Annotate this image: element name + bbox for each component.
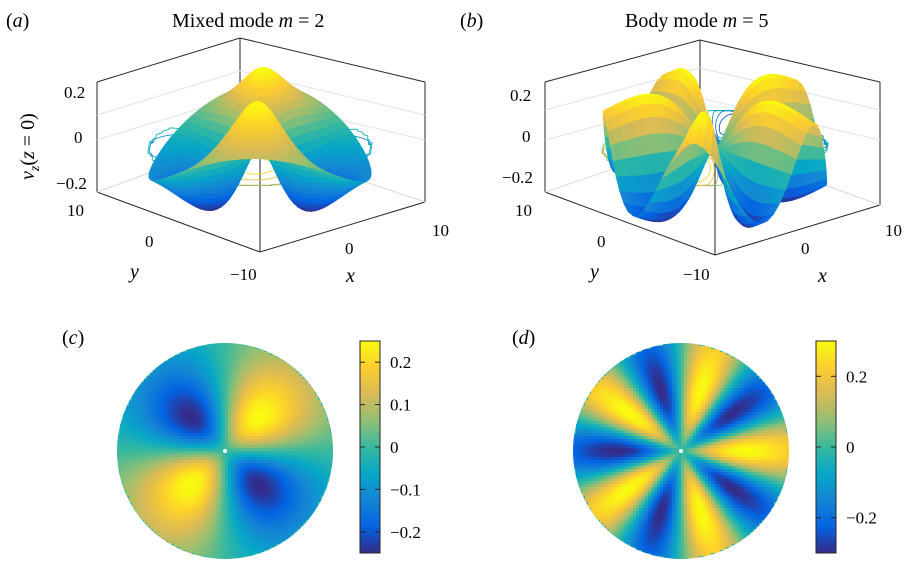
panel-a-xlabel: x	[345, 265, 355, 287]
surface-patch	[267, 155, 276, 161]
surface-patch	[249, 127, 256, 134]
panel-a-ylabel: y	[128, 261, 139, 283]
surface-patch	[800, 173, 806, 187]
surface-patch	[253, 154, 262, 160]
surface-patch	[247, 141, 255, 147]
surface-patch	[691, 129, 700, 134]
surface-patch	[255, 114, 261, 120]
panel-b-label: (b)	[460, 10, 483, 32]
surface-patch	[254, 123, 262, 129]
surface-patch	[253, 145, 262, 152]
surface-patch	[253, 150, 262, 156]
surface-patch	[800, 184, 806, 195]
panel-b-title: Body mode m = 5	[625, 10, 769, 32]
surface-patch	[254, 141, 262, 147]
surface-patch	[250, 118, 257, 125]
panel-a: (a) Mixed mode m = 2 0.2 0 −0.2 10 0 −10	[6, 10, 449, 287]
surface-patch	[791, 186, 798, 198]
panel-b-surface	[602, 68, 828, 228]
surface-patch	[813, 170, 819, 184]
surface-patch	[246, 150, 255, 156]
surface-patch	[804, 183, 810, 194]
surface-patch	[248, 132, 256, 138]
panel-a-xtick: 10	[432, 221, 449, 240]
surface-patch	[231, 154, 241, 161]
surface-patch	[791, 174, 797, 189]
surface-patch	[795, 173, 802, 188]
surface-patch	[255, 118, 261, 125]
panel-a-ytick: 10	[67, 201, 84, 220]
surface-patch	[254, 136, 262, 143]
surface-patch	[787, 187, 793, 198]
surface-patch	[692, 126, 701, 131]
panel-a-ytick: 0	[145, 232, 154, 251]
panel-a-title: Mixed mode m = 2	[172, 10, 324, 32]
panel-a-ztick: −0.2	[56, 174, 87, 193]
panel-b: (b) Body mode m = 5 0.2 0 −0.2 10 0 −10 …	[460, 10, 902, 287]
surface-patch	[249, 123, 256, 129]
surface-patch	[254, 132, 262, 138]
surface-patch	[254, 127, 262, 134]
panel-a-zlabel: vz(z = 0)	[17, 113, 43, 180]
surface-patch	[260, 154, 269, 160]
surface-patch	[820, 158, 827, 171]
surface-patch	[246, 154, 255, 160]
surface-patch	[808, 171, 815, 185]
surface-patch	[796, 185, 802, 197]
surface-patch	[250, 114, 257, 120]
surface-patch	[248, 136, 256, 143]
surface-patch	[821, 169, 828, 181]
panel-a-surface	[148, 67, 372, 212]
surface-patch	[238, 154, 248, 160]
panel-a-ytick: −10	[230, 265, 257, 284]
surface-patch	[259, 76, 263, 83]
panel-a-ztick: 0	[74, 128, 83, 147]
panel-a-label: (a)	[6, 10, 29, 32]
surface-patch	[817, 170, 823, 182]
panel-a-xtick: 0	[345, 239, 354, 258]
surface-patch	[804, 172, 810, 186]
panel-a-ztick: 0.2	[64, 83, 85, 102]
surface-patch	[247, 145, 255, 151]
